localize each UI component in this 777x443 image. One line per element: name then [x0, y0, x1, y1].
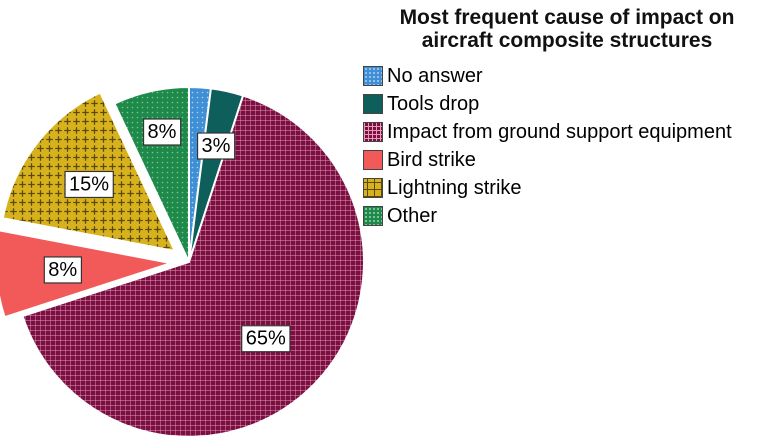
- legend-swatch: [363, 94, 383, 114]
- legend-swatch: [363, 206, 383, 226]
- slice-label-impact-from-ground-support-equipment: 65%: [241, 325, 291, 353]
- legend-swatch: [363, 122, 383, 142]
- slice-label-lightning-strike: 15%: [64, 170, 114, 199]
- legend-item-tools-drop: Tools drop: [363, 90, 732, 118]
- legend-item-lightning-strike: Lightning strike: [363, 174, 732, 202]
- slice-label-tools-drop: 3%: [196, 132, 236, 160]
- legend-label: Impact from ground support equipment: [387, 120, 732, 143]
- legend-label: Bird strike: [387, 148, 476, 171]
- legend-label: Lightning strike: [387, 176, 522, 199]
- legend-swatch: [363, 66, 383, 86]
- legend-item-bird-strike: Bird strike: [363, 146, 732, 174]
- legend-item-other: Other: [363, 202, 732, 230]
- legend-label: Tools drop: [387, 92, 480, 115]
- legend-label: Other: [387, 204, 438, 227]
- pie-slice-bird-strike: [0, 229, 172, 319]
- legend-swatch: [363, 178, 383, 198]
- legend-item-no-answer: No answer: [363, 62, 732, 90]
- legend-label: No answer: [387, 64, 483, 87]
- svg-text:8%: 8%: [48, 259, 77, 281]
- slice-label-other: 8%: [142, 118, 182, 146]
- legend: No answer Tools drop Impact from ground …: [363, 62, 732, 230]
- svg-text:3%: 3%: [202, 135, 231, 157]
- legend-swatch: [363, 150, 383, 170]
- svg-text:15%: 15%: [69, 173, 109, 195]
- legend-item-ground-support-equipment: Impact from ground support equipment: [363, 118, 732, 146]
- chart-title: Most frequent cause of impact on aircraf…: [399, 6, 735, 52]
- slice-label-bird-strike: 8%: [43, 256, 83, 284]
- svg-text:65%: 65%: [246, 328, 286, 350]
- svg-text:8%: 8%: [148, 121, 177, 143]
